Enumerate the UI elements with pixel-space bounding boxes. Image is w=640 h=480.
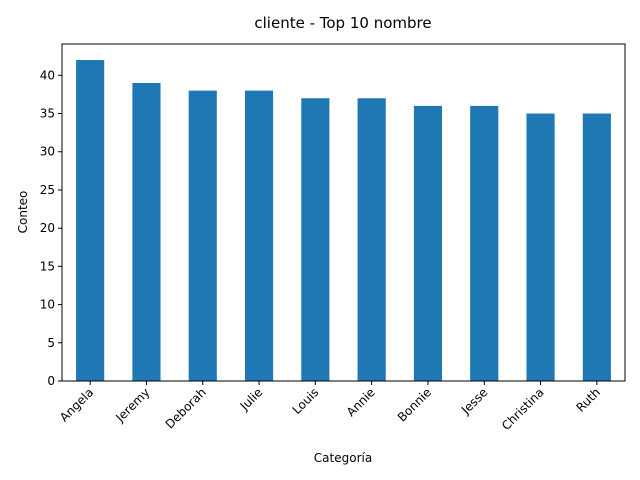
x-tick-label: Annie — [344, 385, 378, 419]
y-tick-label: 20 — [40, 221, 55, 235]
bar-deborah — [188, 90, 217, 382]
plot-area: Angela Jeremy Deborah Julie Louis Annie Bonnie… — [40, 60, 611, 433]
chart-title: cliente - Top 10 nombre — [254, 14, 431, 32]
bar-annie — [357, 98, 386, 382]
bar-bonnie — [413, 105, 443, 382]
bar-jeremy — [132, 82, 161, 382]
x-tick-label: Louis — [290, 385, 322, 417]
bar-julie — [244, 90, 274, 382]
bar-christina — [526, 113, 555, 382]
x-tick-label: Jeremy — [112, 385, 152, 425]
y-tick-label: 10 — [40, 298, 55, 312]
y-tick-label: 35 — [40, 107, 55, 121]
x-axis-label: Categoría — [314, 451, 372, 465]
y-tick-label: 25 — [40, 183, 55, 197]
plot-frame — [61, 43, 626, 382]
y-tick-label: 5 — [47, 336, 55, 350]
y-tick-label: 15 — [40, 259, 55, 273]
x-tick-label: Jesse — [458, 385, 490, 417]
bar-louis — [301, 98, 330, 382]
x-tick-label: Ruth — [573, 385, 602, 414]
x-tick-label: Julie — [237, 385, 265, 413]
y-tick-label: 0 — [47, 374, 55, 388]
x-tick-label: Bonnie — [395, 385, 434, 424]
bar-jesse — [470, 105, 499, 382]
bar-ruth — [582, 113, 611, 382]
y-tick-label: 40 — [40, 68, 55, 82]
x-tick-label: Angela — [57, 385, 96, 424]
y-axis-label: Conteo — [16, 191, 30, 234]
y-tick-label: 30 — [40, 145, 55, 159]
x-tick-label: Christina — [499, 385, 547, 433]
bar-angela — [76, 60, 105, 382]
x-tick-label: Deborah — [163, 385, 209, 431]
